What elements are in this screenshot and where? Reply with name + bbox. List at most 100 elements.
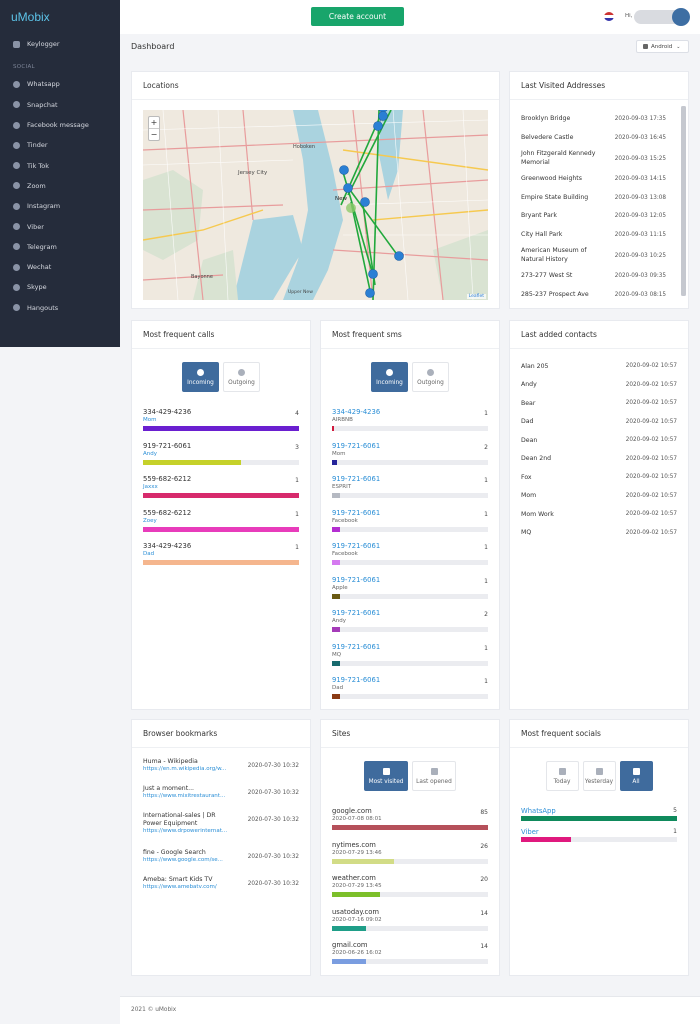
- list-item[interactable]: John Fitzgerald Kennedy Memorial 2020-09-…: [510, 147, 688, 170]
- list-item[interactable]: 334-429-4236 AIRBNB 1: [321, 408, 499, 442]
- sidebar-item-skype[interactable]: Skype: [0, 277, 120, 297]
- list-item[interactable]: 919-721-6061 Dad 1: [321, 676, 499, 710]
- list-item[interactable]: 559-682-6212 Zoey 1: [132, 509, 310, 543]
- zoom-out-button[interactable]: −: [150, 130, 158, 139]
- avatar[interactable]: [672, 8, 690, 26]
- tab-last-opened[interactable]: Last opened: [412, 761, 456, 791]
- sidebar-item-telegram[interactable]: Telegram: [0, 237, 120, 257]
- map-attribution-link[interactable]: Leaflet: [466, 294, 486, 299]
- tab-most-visited[interactable]: Most visited: [364, 761, 408, 791]
- address-name: John Fitzgerald Kennedy Memorial: [521, 150, 596, 166]
- tab-today[interactable]: Today: [545, 761, 579, 791]
- list-item[interactable]: Just a moment... https://www.mixitrestaur…: [132, 785, 310, 812]
- list-item[interactable]: Bryant Park 2020-09-03 12:05: [510, 207, 688, 226]
- list-item[interactable]: fine - Google Search https://www.google.c…: [132, 849, 310, 876]
- sidebar-item-whatsapp[interactable]: Whatsapp: [0, 74, 120, 94]
- bookmark-url-link[interactable]: https://www.google.com/se...: [143, 857, 223, 863]
- list-item[interactable]: 285-237 Prospect Ave 2020-09-03 08:15: [510, 286, 688, 305]
- create-account-button[interactable]: Create account: [311, 7, 404, 26]
- list-item[interactable]: Huma - Wikipedia https://en.m.wikipedia.o…: [132, 758, 310, 785]
- list-item[interactable]: 919-721-6061 MQ 1: [321, 643, 499, 677]
- item-title: gmail.com: [332, 941, 368, 949]
- list-item[interactable]: Belvedere Castle 2020-09-03 16:45: [510, 129, 688, 148]
- sidebar-item-facebook-message[interactable]: Facebook message: [0, 115, 120, 135]
- list-item[interactable]: MQ 2020-09-02 10:57: [510, 524, 688, 543]
- sidebar-item-tinder[interactable]: Tinder: [0, 135, 120, 155]
- tab-incoming[interactable]: Incoming: [371, 362, 408, 392]
- platform-select[interactable]: Android ⌄: [636, 40, 689, 53]
- list-item[interactable]: City Hall Park 2020-09-03 11:15: [510, 226, 688, 245]
- list-item[interactable]: Viber 1: [510, 828, 688, 849]
- tab-outgoing[interactable]: Outgoing: [412, 362, 449, 392]
- list-item[interactable]: 559-682-6212 Jaxxx 1: [132, 475, 310, 509]
- list-item[interactable]: 919-721-6061 ESPRIT 1: [321, 475, 499, 509]
- list-item[interactable]: WhatsApp 5: [510, 807, 688, 828]
- list-item[interactable]: Mom Work 2020-09-02 10:57: [510, 505, 688, 524]
- contact-name: Mom: [521, 492, 537, 500]
- progress-bar: [332, 825, 488, 830]
- list-item[interactable]: 919-721-6061 Apple 1: [321, 576, 499, 610]
- tab-incoming[interactable]: Incoming: [182, 362, 219, 392]
- list-item[interactable]: 273-277 West St 2020-09-03 09:35: [510, 267, 688, 286]
- tab-yesterday[interactable]: Yesterday: [582, 761, 616, 791]
- list-item[interactable]: Bear 2020-09-02 10:57: [510, 394, 688, 413]
- list-item[interactable]: Alan 205 2020-09-02 10:57: [510, 357, 688, 376]
- list-item[interactable]: usatoday.com 2020-07-16 09:02 14: [321, 908, 499, 942]
- item-title: 919-721-6061: [332, 676, 381, 684]
- us-flag-icon[interactable]: [604, 12, 614, 21]
- zoom-in-button[interactable]: +: [149, 118, 159, 129]
- list-item[interactable]: Dean 2nd 2020-09-02 10:57: [510, 450, 688, 469]
- item-count: 1: [484, 410, 488, 417]
- list-item[interactable]: 919-721-6061 Facebook 1: [321, 542, 499, 576]
- list-item[interactable]: Fox 2020-09-02 10:57: [510, 468, 688, 487]
- bookmark-url-link[interactable]: https://www.drpowerinternat...: [143, 828, 228, 834]
- list-item[interactable]: American Museum of Natural History 2020-0…: [510, 244, 688, 267]
- sidebar-item-snapchat[interactable]: Snapchat: [0, 95, 120, 115]
- list-item[interactable]: 334-429-4236 Mom 4: [132, 408, 310, 442]
- item-title: 334-429-4236: [332, 408, 381, 416]
- address-name: Brooklyn Bridge: [521, 115, 571, 122]
- locations-map[interactable]: + − Hoboken Jersey City Bayonne Upper Ne…: [143, 110, 488, 300]
- list-item[interactable]: Brooklyn Bridge 2020-09-03 17:35: [510, 110, 688, 129]
- list-item[interactable]: Dean 2020-09-02 10:57: [510, 431, 688, 450]
- sidebar-item-instagram[interactable]: Instagram: [0, 196, 120, 216]
- list-item[interactable]: Mom 2020-09-02 10:57: [510, 487, 688, 506]
- bookmark-url-link[interactable]: https://www.amebatv.com/: [143, 884, 217, 890]
- item-subtitle: Dad: [332, 685, 344, 691]
- list-item[interactable]: Dad 2020-09-02 10:57: [510, 413, 688, 432]
- platform-select-value: Android: [651, 43, 673, 50]
- bookmark-url-link[interactable]: https://www.mixitrestaurant...: [143, 793, 226, 799]
- list-item[interactable]: Andy 2020-09-02 10:57: [510, 376, 688, 395]
- tab-outgoing[interactable]: Outgoing: [223, 362, 260, 392]
- sidebar-item-zoom[interactable]: Zoom: [0, 176, 120, 196]
- bookmarks-card: Browser bookmarks Huma - Wikipedia https:…: [131, 719, 311, 976]
- sidebar-item-keylogger[interactable]: Keylogger: [0, 34, 120, 54]
- list-item[interactable]: 334-429-4236 Dad 1: [132, 542, 310, 576]
- list-item[interactable]: 919-721-6061 Andy 2: [321, 609, 499, 643]
- item-title: usatoday.com: [332, 907, 380, 916]
- list-item[interactable]: Ameba: Smart Kids TV https://www.amebatv.…: [132, 876, 310, 903]
- item-subtitle: Mom: [332, 450, 346, 457]
- sidebar-item-viber[interactable]: Viber: [0, 216, 120, 236]
- list-item[interactable]: weather.com 2020-07-29 13:45 20: [321, 874, 499, 908]
- list-item[interactable]: google.com 2020-07-08 08:01 85: [321, 807, 499, 841]
- bookmark-title: fine - Google Search: [143, 849, 206, 856]
- sidebar-item-hangouts[interactable]: Hangouts: [0, 298, 120, 318]
- app-logo[interactable]: uMobix: [11, 10, 50, 24]
- scrollbar-thumb[interactable]: [681, 106, 686, 296]
- tab-all[interactable]: All: [619, 761, 653, 791]
- sidebar-item-wechat[interactable]: Wechat: [0, 257, 120, 277]
- address-name: City Hall Park: [521, 230, 563, 238]
- list-item[interactable]: nytimes.com 2020-07-29 13:46 26: [321, 841, 499, 875]
- item-count: 1: [484, 678, 488, 685]
- list-item[interactable]: 919-721-6061 Mom 2: [321, 442, 499, 476]
- list-item[interactable]: Empire State Building 2020-09-03 13:08: [510, 189, 688, 208]
- list-item[interactable]: gmail.com 2020-06-26 16:02 14: [321, 941, 499, 975]
- bookmark-url-link[interactable]: https://en.m.wikipedia.org/w...: [143, 766, 227, 772]
- list-item[interactable]: 919-721-6061 Facebook 1: [321, 509, 499, 543]
- scrollbar[interactable]: [681, 106, 686, 296]
- list-item[interactable]: International-sales | DR Power Equipment…: [132, 812, 310, 849]
- list-item[interactable]: 919-721-6061 Andy 3: [132, 442, 310, 476]
- sidebar-item-tik-tok[interactable]: Tik Tok: [0, 155, 120, 175]
- list-item[interactable]: Greenwood Heights 2020-09-03 14:15: [510, 170, 688, 189]
